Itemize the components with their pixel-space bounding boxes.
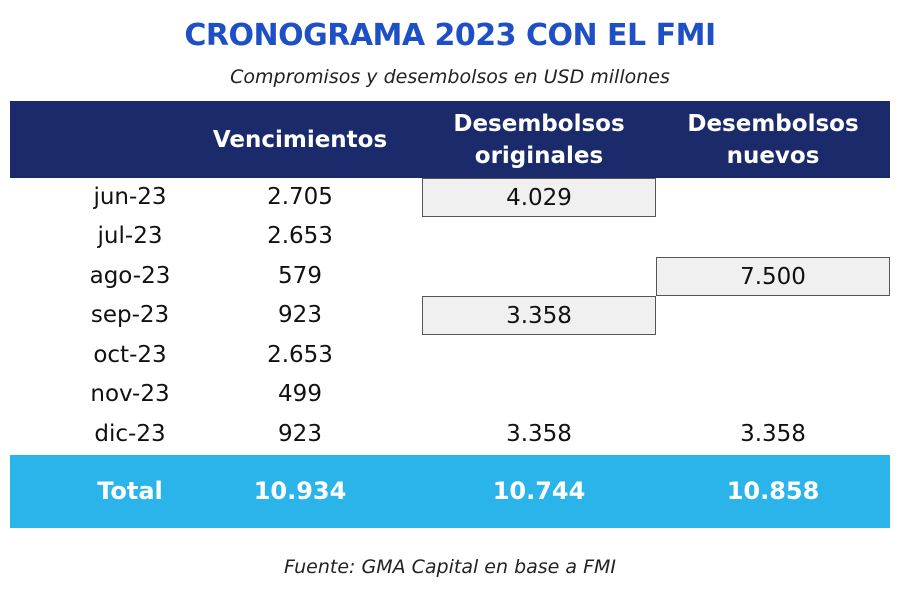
total-value: 10.858 [726,477,820,505]
row-label: ago-23 [89,263,171,289]
cell: 579 [278,263,322,289]
cell: 3.358 [740,421,806,447]
row-label: sep-23 [90,302,170,328]
total-value: 10.744 [492,477,586,505]
row-label: jul-23 [97,223,163,249]
cell: 2.653 [267,342,333,368]
row-label: dic-23 [94,421,166,447]
total-value: 10.934 [253,477,347,505]
cell: 4.029 [422,178,656,217]
row-label: nov-23 [90,381,170,407]
column-header: Desembolsos originales [453,110,625,169]
column-header: Vencimientos [212,126,388,153]
cell: 2.653 [267,223,333,249]
table-header [10,101,890,178]
cell: 923 [278,421,322,447]
cell: 3.358 [506,421,572,447]
cell: 3.358 [422,296,656,335]
subtitle: Compromisos y desembolsos en USD millone… [230,66,670,88]
column-header: Desembolsos nuevos [687,110,859,169]
row-label: jun-23 [93,184,167,210]
row-label: oct-23 [93,342,167,368]
cell: 499 [278,381,322,407]
cell: 2.705 [267,184,333,210]
cell: 923 [278,302,322,328]
total-row [10,455,890,528]
total-label: Total [97,477,163,505]
cell: 7.500 [656,257,890,296]
source: Fuente: GMA Capital en base a FMI [283,556,617,578]
title: CRONOGRAMA 2023 CON EL FMI [184,18,716,53]
